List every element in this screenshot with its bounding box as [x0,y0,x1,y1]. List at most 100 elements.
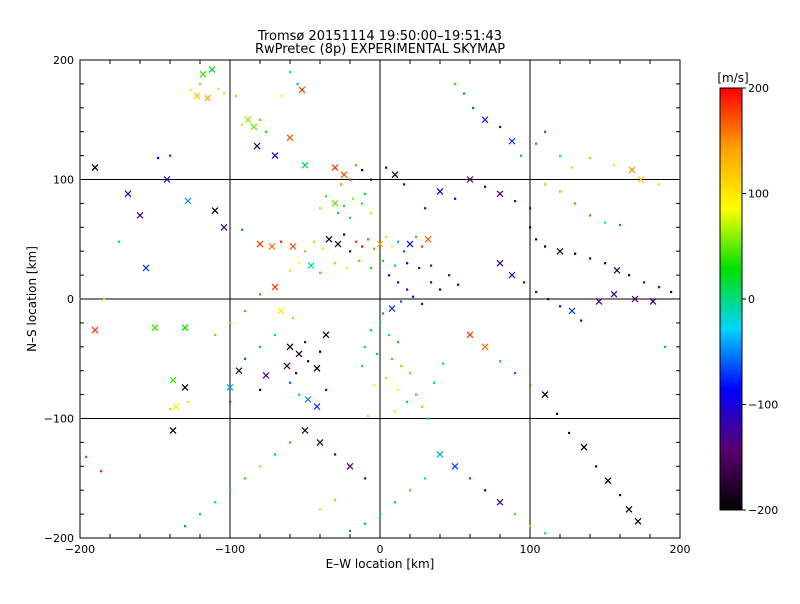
data-point-cross [91,164,99,171]
data-point-cross [172,403,180,410]
data-point-dot [298,262,301,265]
data-point-dot [382,312,385,315]
data-point-dot [187,400,190,403]
data-point-dot [427,417,430,420]
data-point-dot [394,264,397,267]
data-point-dot [484,489,487,492]
data-point-dot [643,281,646,284]
data-point-dot [349,178,352,181]
y-axis-label: N–S location [km] [25,246,39,352]
data-point-dot [394,501,397,504]
data-point-dot [304,341,307,344]
data-point-dot [241,123,244,126]
data-point-cross [295,350,303,358]
data-point-dot [346,266,349,270]
data-point-dot [430,264,433,267]
data-point-cross [466,331,474,339]
data-point-cross [211,207,219,214]
colorbar-ticks: 200 100 0 −100 −200 [742,82,778,517]
data-point-cross [235,367,243,375]
data-point-cross [304,395,312,403]
data-point-dot [430,281,433,284]
data-point-dot [571,166,574,169]
data-point-dot [580,319,583,322]
data-point-dot [361,245,364,248]
data-point-dot [169,407,172,411]
data-point-cross [163,176,171,183]
data-point-dot [406,400,409,403]
data-point-dot [388,333,391,337]
data-point-cross [637,176,645,183]
colorbar-tick-label: 100 [748,188,769,201]
data-point-cross [204,94,211,102]
data-point-cross [376,240,384,248]
data-point-dot [382,259,385,262]
data-point-dot [103,298,106,301]
data-point-cross [595,297,603,305]
data-point-dot [568,431,571,435]
data-point-dot [403,250,406,253]
colorbar-tick-label: −200 [748,504,778,517]
data-point-dot [604,221,607,224]
data-point-dot [325,195,328,198]
data-point-cross [124,190,132,198]
data-point-dot [319,508,322,511]
data-point-cross [604,477,612,485]
data-point-cross [136,211,144,219]
data-point-dot [385,235,388,239]
data-point-dot [454,82,457,86]
data-point-cross [298,86,306,94]
data-point-dot [463,92,466,95]
data-point-dot [421,245,424,248]
data-point-cross [262,372,270,379]
data-point-cross [481,343,489,351]
data-point-cross [496,190,504,198]
data-point-dot [397,281,400,284]
data-point-dot [412,295,415,298]
data-point-dot [289,70,292,74]
colorbar-label: [m/s] [717,71,748,85]
data-point-dot [361,364,364,368]
data-point-cross [208,66,216,73]
data-point-dot [199,82,202,86]
data-point-dot [547,298,550,301]
data-point-dot [274,333,277,337]
data-point-dot [529,226,532,229]
data-point-dot [403,183,406,186]
data-point-dot [535,142,538,145]
data-point-cross [289,242,297,250]
data-point-cross [313,403,321,410]
data-point-dot [379,321,382,325]
data-point-dot [364,345,367,348]
data-point-dot [529,207,532,210]
data-point-cross [142,264,150,272]
data-point-dot [409,372,412,375]
data-point-dot [559,154,562,157]
data-point-dot [319,271,322,274]
data-point-cross [253,142,261,150]
data-point-cross [277,307,285,315]
data-point-dot [370,211,373,215]
data-point-dot [292,317,295,320]
chart-title: Tromsø 20151114 19:50:00–19:51:43 [257,29,502,44]
data-point-dot [415,393,418,396]
colorbar-tick-label: 0 [748,293,755,306]
data-point-dot [397,240,400,243]
x-tick-label: 200 [670,543,691,556]
data-point-cross [181,384,189,391]
data-point-cross [286,134,294,142]
data-point-cross [634,517,642,525]
data-point-cross [451,462,459,470]
data-point-dot [349,216,352,219]
data-point-dot [619,493,622,497]
data-point-dot [289,441,292,444]
data-point-dot [373,384,376,387]
data-point-dot [400,300,403,303]
data-point-dot [415,235,418,239]
data-point-dot [373,247,376,251]
data-point-dot [265,130,268,133]
data-point-dot [499,125,502,129]
x-tick-label: 100 [520,543,541,556]
data-point-dot [349,250,352,253]
